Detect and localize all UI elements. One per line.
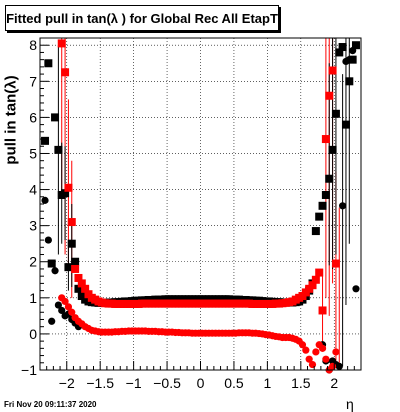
data-point-square: [51, 113, 60, 122]
data-point-circle: [318, 344, 327, 352]
data-point-circle: [345, 56, 353, 64]
data-point-square: [74, 284, 83, 293]
data-point-square: [341, 120, 350, 129]
y-axis-label: pull in tan(λ): [2, 75, 20, 165]
data-point-circle: [51, 267, 59, 275]
data-point-square: [321, 135, 330, 144]
data-point-circle: [335, 362, 343, 370]
data-point-square: [74, 273, 83, 282]
data-point-square: [335, 48, 344, 57]
data-point-square: [325, 174, 334, 183]
data-point-circle: [61, 297, 69, 306]
data-point-circle: [41, 196, 49, 204]
data-point-square: [345, 77, 354, 86]
data-point-square: [318, 306, 327, 315]
x-tick-label: −1.5: [86, 375, 114, 391]
data-point-circle: [44, 236, 52, 244]
data-point-square: [57, 39, 66, 48]
x-tick-label: −1: [126, 375, 142, 391]
y-tick-label: 6: [29, 109, 37, 125]
data-point-square: [311, 275, 320, 284]
data-point-square: [315, 268, 324, 277]
data-point-circle: [328, 362, 337, 370]
x-tick-label: −2: [59, 375, 75, 391]
data-point-square: [321, 190, 330, 199]
x-axis-label: η: [346, 396, 354, 412]
x-tick-label: 1.5: [291, 375, 311, 391]
data-point-square: [351, 41, 360, 50]
data-point-circle: [54, 301, 62, 309]
data-point-square: [81, 284, 90, 293]
data-point-square: [77, 279, 86, 288]
data-point-circle: [302, 346, 310, 354]
data-point-square: [64, 263, 73, 272]
data-point-square: [328, 145, 337, 154]
data-point-square: [71, 257, 80, 266]
y-tick-label: 3: [29, 218, 37, 234]
y-tick-label: 0: [29, 326, 37, 342]
error-bars: [57, 38, 350, 367]
x-tick-label: 0: [197, 375, 205, 391]
x-tick-label: −0.5: [153, 375, 181, 391]
data-point-square: [64, 183, 73, 192]
data-point-square: [61, 68, 70, 77]
data-point-circle: [349, 47, 357, 55]
y-tick-label: 7: [29, 73, 37, 89]
y-tick-labels: −1 0 1 2 3 4 5 6 7 8: [21, 37, 37, 378]
y-tick-label: 4: [29, 182, 37, 198]
data-point-circle: [64, 303, 73, 311]
data-point-square: [71, 264, 80, 273]
data-point-square: [338, 43, 347, 52]
x-tick-label: 1: [263, 375, 271, 391]
data-point-square: [47, 259, 56, 268]
data-point-square: [61, 189, 70, 198]
grid-lines: [40, 38, 361, 371]
data-point-circle: [332, 348, 340, 356]
y-tick-label: 1: [29, 290, 37, 306]
data-point-circle: [322, 355, 330, 363]
data-point-circle: [339, 202, 347, 210]
data-point-square: [311, 227, 320, 236]
data-point-circle: [312, 348, 320, 356]
y-tick-label: 5: [29, 145, 37, 161]
x-tick-label: 0.5: [224, 375, 244, 391]
x-tick-labels: −2 −1.5 −1 −0.5 0 0.5 1 1.5 2: [59, 375, 339, 391]
timestamp: Fri Nov 20 09:11:37 2020: [4, 400, 97, 409]
data-point-square: [308, 281, 317, 290]
data-point-square: [44, 59, 53, 68]
chart-title: Fitted pull in tan(λ ) for Global Rec Al…: [5, 5, 279, 31]
data-point-square: [54, 145, 63, 154]
data-point-circle: [58, 306, 66, 315]
data-point-square: [318, 201, 327, 210]
y-axis-label-box: pull in tan(λ): [0, 30, 22, 210]
data-point-square: [325, 91, 334, 100]
y-tick-label: 2: [29, 254, 37, 270]
data-point-square: [331, 259, 340, 268]
data-point-circle: [298, 341, 307, 349]
data-point-circle: [305, 355, 313, 363]
axis-ticks: [40, 44, 355, 371]
data-point-circle: [48, 317, 56, 325]
y-tick-label: −1: [21, 362, 37, 378]
data-markers: [41, 39, 360, 374]
data-point-square: [328, 66, 337, 75]
data-point-circle: [352, 285, 360, 293]
data-point-square: [41, 136, 50, 145]
y-tick-label: 8: [29, 37, 37, 53]
data-point-square: [67, 239, 76, 248]
data-point-square: [331, 109, 340, 118]
data-point-square: [315, 212, 324, 221]
data-point-circle: [68, 308, 76, 316]
data-point-circle: [308, 360, 317, 369]
x-tick-label: 2: [330, 375, 338, 391]
data-point-square: [67, 218, 76, 227]
